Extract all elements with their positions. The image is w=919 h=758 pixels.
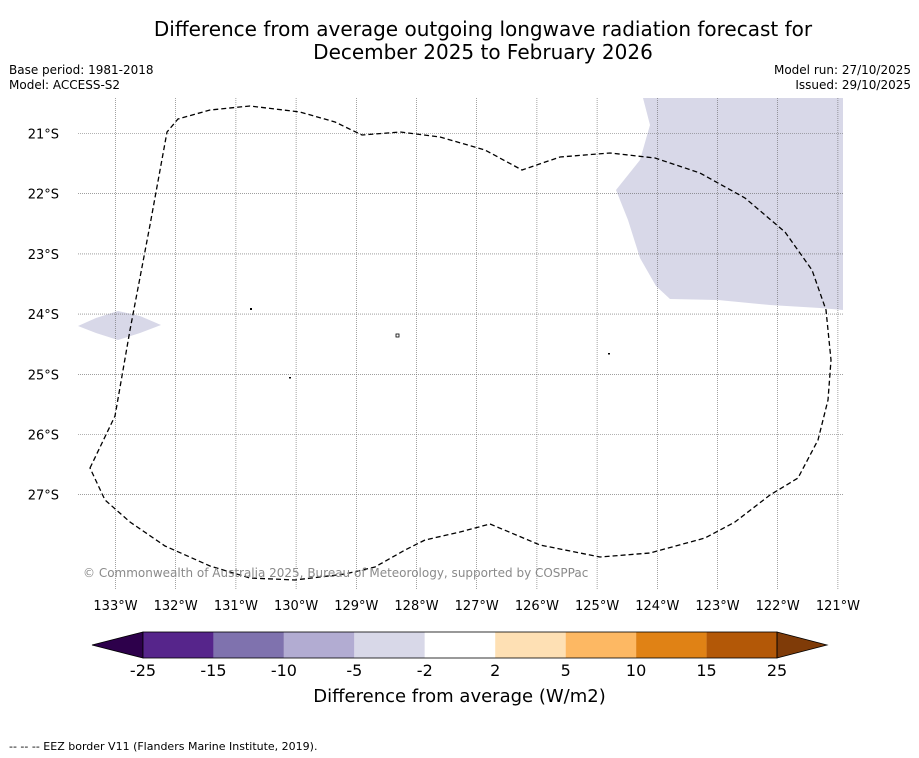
colorbar-tick: -10 <box>271 661 297 680</box>
lon-label: 128°W <box>394 599 438 614</box>
colorbar: -25 -15 -10 -5 -2 2 5 10 15 25 <box>91 631 829 680</box>
colorbar-tick: 15 <box>696 661 716 680</box>
lat-label: 23°S <box>28 248 59 263</box>
colorbar-tick: 25 <box>767 661 787 680</box>
colorbar-tick: 2 <box>490 661 500 680</box>
small-anomaly-specks <box>250 308 610 379</box>
lon-label: 132°W <box>154 599 198 614</box>
lat-label: 27°S <box>28 489 59 504</box>
lon-label: 125°W <box>575 599 619 614</box>
colorbar-bin <box>424 632 496 658</box>
lon-label: 130°W <box>274 599 318 614</box>
lon-label: 131°W <box>214 599 258 614</box>
map-title: Difference from average outgoing longwav… <box>0 18 919 64</box>
colorbar-bin <box>706 632 777 658</box>
model-run: Model run: 27/10/2025 <box>773 63 911 77</box>
colorbar-bin <box>283 632 355 658</box>
eez-legend-note: -- -- -- EEZ border V11 (Flanders Marine… <box>9 740 318 753</box>
colorbar-frame <box>142 631 778 659</box>
lat-label: 26°S <box>28 429 59 444</box>
colorbar-under-arrow <box>91 631 144 659</box>
lon-label: 133°W <box>93 599 137 614</box>
anomaly-region-west <box>78 311 161 340</box>
colorbar-bin <box>354 632 425 658</box>
colorbar-over-arrow <box>776 631 829 659</box>
map-figure: 21°S22°S23°S24°S25°S26°S27°S 133°W 132°W 1… <box>28 98 860 680</box>
colorbar-tick: -25 <box>130 661 156 680</box>
colorbar-bin <box>495 632 566 658</box>
title-line-2: December 2025 to February 2026 <box>313 40 653 64</box>
lon-label: 126°W <box>515 599 559 614</box>
title-line-1: Difference from average outgoing longwav… <box>153 17 813 41</box>
lat-label: 25°S <box>28 368 59 383</box>
lon-label: 123°W <box>695 599 739 614</box>
meta-left: Base period: 1981-2018 Model: ACCESS-S2 <box>9 63 154 93</box>
lon-label: 124°W <box>635 599 679 614</box>
gridlines <box>78 98 843 590</box>
colorbar-tick: -5 <box>346 661 362 680</box>
eez-border <box>89 105 832 581</box>
lat-label: 21°S <box>28 128 59 143</box>
base-period: Base period: 1981-2018 <box>9 63 154 77</box>
anomaly-region-northeast <box>616 98 843 310</box>
colorbar-tick: 5 <box>561 661 571 680</box>
colorbar-bin <box>565 632 637 658</box>
issued-date: Issued: 29/10/2025 <box>795 78 911 92</box>
colorbar-label: Difference from average (W/m2) <box>313 686 606 707</box>
colorbar-bin <box>143 632 214 658</box>
lon-label: 121°W <box>816 599 860 614</box>
colorbar-bin <box>213 632 284 658</box>
longitude-labels: 133°W 132°W 131°W 130°W 129°W 128°W 127°W 126°W… <box>93 599 860 614</box>
colorbar-tick: 10 <box>626 661 646 680</box>
lon-label: 129°W <box>334 599 378 614</box>
anomaly-regions <box>78 98 843 340</box>
copyright-notice: © Commonwealth of Australia 2025, Bureau… <box>83 566 589 580</box>
lat-label: 24°S <box>28 308 59 323</box>
lat-label: 22°S <box>28 188 59 203</box>
colorbar-bin <box>636 632 707 658</box>
colorbar-tick: -15 <box>200 661 226 680</box>
lon-label: 127°W <box>455 599 499 614</box>
lon-label: 122°W <box>756 599 800 614</box>
colorbar-tick: -2 <box>417 661 433 680</box>
model-name: Model: ACCESS-S2 <box>9 78 121 92</box>
meta-right: Model run: 27/10/2025 Issued: 29/10/2025 <box>774 63 911 93</box>
latitude-labels: 21°S 22°S 23°S 24°S 25°S 26°S 27°S <box>28 128 59 504</box>
